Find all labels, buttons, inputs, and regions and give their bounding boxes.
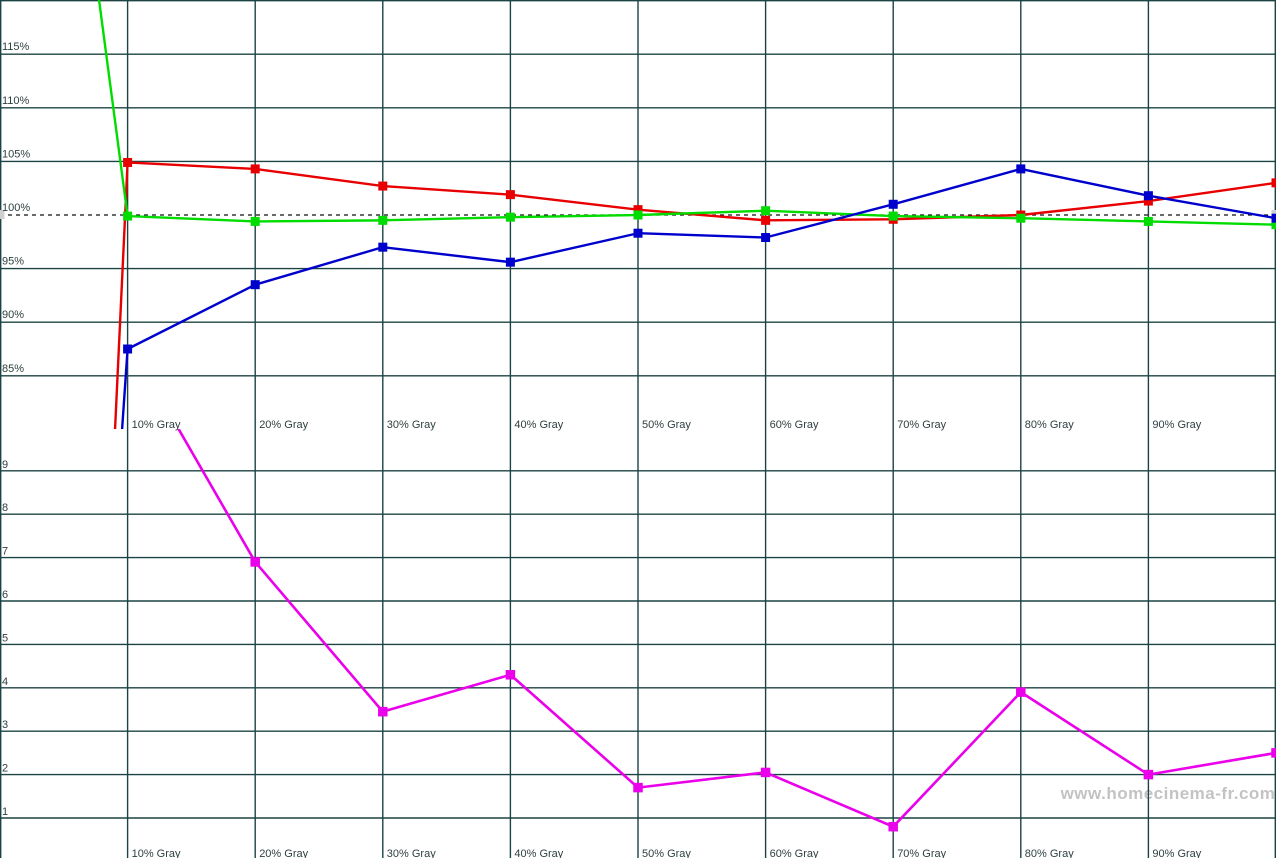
series-green-marker-10pct — [123, 211, 133, 221]
axis-labels: 115% 110% 105% 100% 95% 90% 85% 9 8 7 6 5 4 3 2 1 10% Gr… — [2, 41, 1202, 858]
series-green-marker-90pct — [1143, 216, 1153, 226]
rgb-y-tick-105: 105% — [2, 148, 30, 160]
delta-e-y-tick-2: 2 — [2, 763, 8, 775]
series-red-marker-20pct — [250, 164, 260, 174]
series-delta-e-marker-50pct — [633, 782, 643, 793]
series-blue-marker-20pct — [250, 280, 260, 290]
rgb-y-tick-110: 110% — [2, 95, 30, 107]
delta-e-x-label-60pct: 60% Gray — [770, 848, 819, 858]
rgb-y-tick-95: 95% — [2, 256, 24, 268]
rgb-x-label-40pct: 40% Gray — [514, 419, 563, 431]
delta-e-x-label-40pct: 40% Gray — [514, 848, 563, 858]
delta-e-x-label-20pct: 20% Gray — [259, 848, 308, 858]
rgb-x-label-70pct: 70% Gray — [897, 419, 946, 431]
delta-e-x-label-50pct: 50% Gray — [642, 848, 691, 858]
delta-e-x-label-70pct: 70% Gray — [897, 848, 946, 858]
series-blue-marker-50pct — [633, 228, 643, 238]
rgb-x-label-80pct: 80% Gray — [1025, 419, 1074, 431]
delta-e-plot — [177, 429, 1276, 832]
series-red-marker-40pct — [505, 190, 515, 200]
rgb-y-tick-90: 90% — [2, 309, 24, 321]
rgb-y-tick-100: 100% — [2, 202, 30, 214]
series-red-marker-100pct — [1271, 178, 1276, 188]
series-green-marker-40pct — [505, 212, 515, 222]
series-blue-marker-100pct — [1271, 213, 1276, 223]
series-blue-marker-10pct — [123, 344, 133, 354]
series-green-marker-30pct — [378, 215, 388, 225]
delta-e-x-label-10pct: 10% Gray — [132, 848, 181, 858]
series-blue-marker-40pct — [505, 257, 515, 267]
series-delta-e-marker-60pct — [760, 767, 771, 778]
series-delta-e-marker-90pct — [1143, 769, 1154, 780]
delta-e-x-label-80pct: 80% Gray — [1025, 848, 1074, 858]
series-blue-marker-90pct — [1143, 191, 1153, 201]
delta-e-y-tick-3: 3 — [2, 719, 8, 731]
series-red-marker-10pct — [123, 157, 133, 167]
series-blue-marker-60pct — [761, 233, 771, 243]
rgb-x-label-50pct: 50% Gray — [642, 419, 691, 431]
series-delta-e-marker-40pct — [505, 670, 516, 680]
rgb-x-label-30pct: 30% Gray — [387, 419, 436, 431]
delta-e-x-label-30pct: 30% Gray — [387, 848, 436, 858]
series-green-marker-70pct — [888, 211, 898, 221]
series-green-marker-100pct — [1271, 220, 1276, 230]
series-green-marker-20pct — [250, 216, 260, 226]
series-delta-e-marker-100pct — [1271, 748, 1276, 758]
rgb-x-label-10pct: 10% Gray — [132, 419, 181, 431]
series-red-marker-90pct — [1143, 196, 1153, 206]
delta-e-y-tick-6: 6 — [2, 589, 8, 601]
delta-e-y-tick-7: 7 — [2, 546, 8, 558]
series-delta-e-marker-20pct — [250, 557, 260, 567]
delta-e-y-tick-5: 5 — [2, 632, 8, 644]
series-red-marker-30pct — [378, 181, 388, 191]
series-red-marker-50pct — [633, 205, 643, 215]
series-delta-e-marker-80pct — [1016, 687, 1026, 697]
series-blue-marker-70pct — [888, 199, 898, 209]
delta-e-y-tick-8: 8 — [2, 502, 8, 514]
delta-e-y-tick-1: 1 — [2, 806, 8, 818]
reference-endpoint-marker-left — [0, 210, 5, 219]
series-blue-marker-30pct — [378, 242, 388, 252]
series-delta-e-marker-70pct — [888, 821, 898, 832]
delta-e-y-tick-4: 4 — [2, 676, 8, 688]
delta-e-y-tick-9: 9 — [2, 459, 8, 471]
series-delta-e-marker-30pct — [378, 706, 388, 717]
series-red-marker-60pct — [761, 215, 771, 225]
rgb-x-label-90pct: 90% Gray — [1152, 419, 1201, 431]
series-green-marker-60pct — [761, 206, 771, 216]
series-blue-marker-80pct — [1016, 164, 1026, 174]
rgb-x-label-60pct: 60% Gray — [770, 419, 819, 431]
rgb-x-label-20pct: 20% Gray — [259, 419, 308, 431]
delta-e-x-label-90pct: 90% Gray — [1152, 848, 1201, 858]
watermark-text: www.homecinema-fr.com — [1060, 784, 1276, 803]
rgb-y-tick-85: 85% — [2, 363, 24, 375]
rgb-y-tick-115: 115% — [2, 41, 30, 53]
series-green-marker-80pct — [1016, 213, 1026, 223]
series-green-marker-50pct — [633, 210, 643, 220]
series-delta-e-line — [177, 429, 1276, 828]
